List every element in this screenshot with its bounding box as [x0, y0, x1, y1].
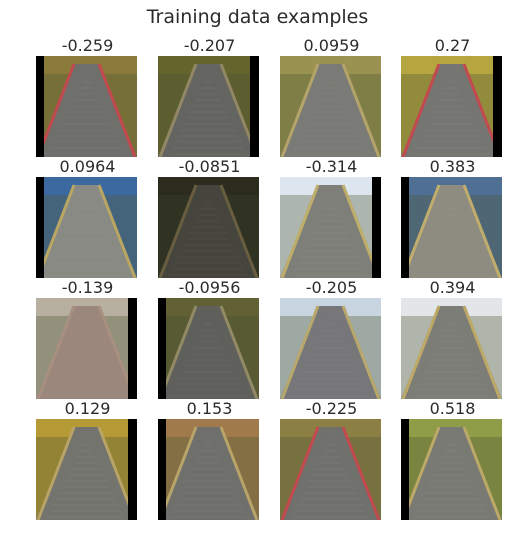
image-label: 0.394 [401, 278, 504, 298]
road-image [158, 298, 259, 399]
grid-cell: 0.518 [401, 399, 504, 520]
road-image [158, 56, 259, 157]
image-label: 0.153 [158, 399, 261, 419]
grid-cell: -0.225 [280, 399, 383, 520]
road-image [280, 298, 381, 399]
image-label: 0.129 [36, 399, 139, 419]
image-label: -0.0956 [158, 278, 261, 298]
road-image [280, 56, 381, 157]
grid-cell: 0.129 [36, 399, 139, 520]
image-label: 0.0964 [36, 157, 139, 177]
image-label: -0.0851 [158, 157, 261, 177]
image-label: 0.518 [401, 399, 504, 419]
road-image [158, 177, 259, 278]
grid-cell: 0.153 [158, 399, 261, 520]
grid-cell: -0.207 [158, 36, 261, 157]
image-label: -0.207 [158, 36, 261, 56]
image-label: -0.205 [280, 278, 383, 298]
grid-cell: 0.383 [401, 157, 504, 278]
figure-title: Training data examples [0, 6, 515, 28]
image-label: 0.27 [401, 36, 504, 56]
road-image [36, 177, 137, 278]
road-image [36, 298, 137, 399]
image-label: 0.0959 [280, 36, 383, 56]
road-image [401, 419, 502, 520]
image-label: 0.383 [401, 157, 504, 177]
grid-cell: -0.0956 [158, 278, 261, 399]
grid-cell: -0.0851 [158, 157, 261, 278]
grid-cell: 0.394 [401, 278, 504, 399]
road-image [36, 419, 137, 520]
grid-cell: -0.139 [36, 278, 139, 399]
grid-cell: 0.0959 [280, 36, 383, 157]
image-label: -0.314 [280, 157, 383, 177]
road-image [158, 419, 259, 520]
image-label: -0.225 [280, 399, 383, 419]
road-image [401, 56, 502, 157]
road-image [401, 177, 502, 278]
grid-cell: -0.205 [280, 278, 383, 399]
road-image [36, 56, 137, 157]
grid-cell: 0.0964 [36, 157, 139, 278]
grid-cell: -0.314 [280, 157, 383, 278]
grid-cell: -0.259 [36, 36, 139, 157]
road-image [401, 298, 502, 399]
road-image [280, 177, 381, 278]
image-label: -0.139 [36, 278, 139, 298]
road-image [280, 419, 381, 520]
image-label: -0.259 [36, 36, 139, 56]
grid-cell: 0.27 [401, 36, 504, 157]
